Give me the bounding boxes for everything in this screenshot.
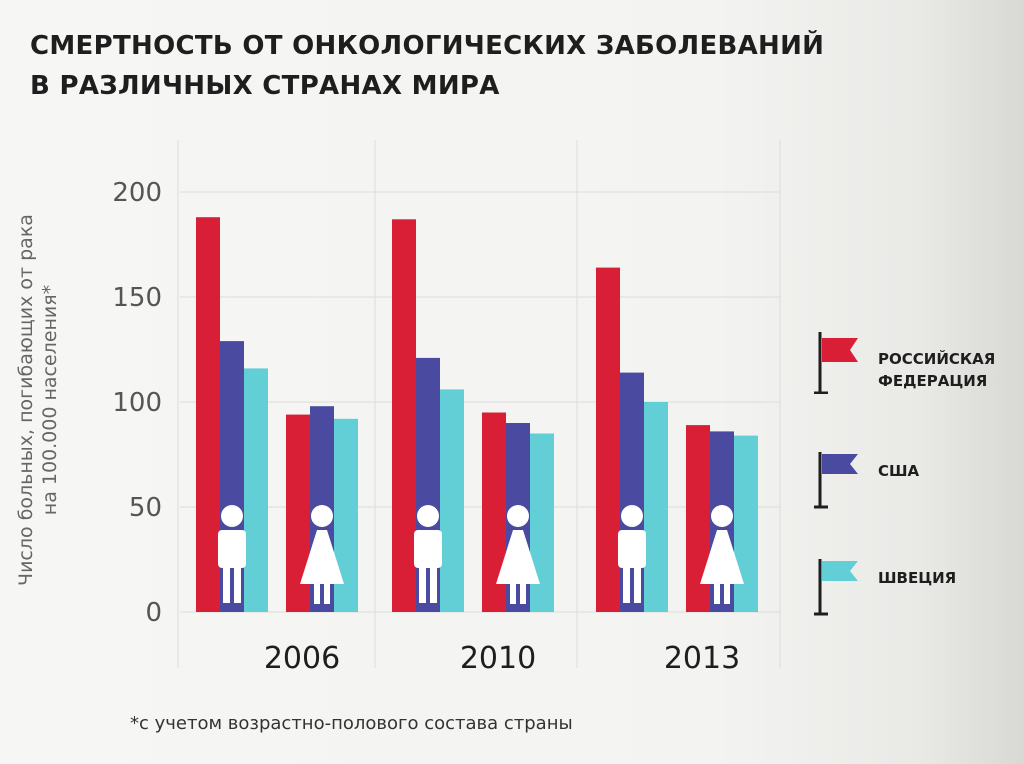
- male-figure-icon: [623, 566, 630, 603]
- y-tick-label: 100: [112, 388, 162, 418]
- bar: [440, 389, 464, 612]
- female-figure-icon: [711, 505, 733, 527]
- male-figure-icon: [234, 566, 241, 603]
- x-category-label: 2013: [664, 641, 740, 676]
- y-tick-label: 0: [145, 598, 162, 628]
- footnote: *с учетом возрастно-полового состава стр…: [130, 713, 573, 734]
- bar: [596, 267, 620, 612]
- title-line-1: СМЕРТНОСТЬ ОТ ОНКОЛОГИЧЕСКИХ ЗАБОЛЕВАНИЙ: [30, 31, 825, 61]
- y-tick-label: 50: [129, 493, 162, 523]
- male-figure-icon: [430, 566, 437, 603]
- female-figure-icon: [300, 530, 344, 584]
- female-figure-icon: [507, 505, 529, 527]
- title-line-2: В РАЗЛИЧНЫХ СТРАНАХ МИРА: [30, 71, 500, 101]
- bar: [530, 433, 554, 612]
- bar: [734, 435, 758, 612]
- flag-icon: [814, 452, 858, 509]
- legend-label: РОССИЙСКАЯ ФЕДЕРАЦИЯ: [878, 350, 996, 390]
- bar: [392, 219, 416, 613]
- male-figure-icon: [414, 530, 442, 568]
- y-tick-label: 150: [112, 283, 162, 313]
- x-category-label: 2006: [264, 641, 340, 676]
- legend: РОССИЙСКАЯ ФЕДЕРАЦИЯ США ШВЕЦИЯ: [812, 330, 1022, 630]
- flag-icon: [814, 559, 858, 616]
- legend-item-russia: РОССИЙСКАЯ ФЕДЕРАЦИЯ: [812, 330, 1022, 394]
- male-figure-icon: [223, 566, 230, 603]
- bar: [196, 217, 220, 612]
- female-figure-icon: [700, 530, 744, 584]
- bar: [244, 368, 268, 612]
- male-figure-icon: [634, 566, 641, 603]
- chart-title: СМЕРТНОСТЬ ОТ ОНКОЛОГИЧЕСКИХ ЗАБОЛЕВАНИЙ…: [30, 26, 980, 106]
- female-figure-icon: [324, 584, 330, 604]
- y-axis-label-line-2: на 100.000 населения*: [39, 284, 61, 516]
- male-figure-icon: [618, 530, 646, 568]
- y-axis-label: Число больных, погибающих от рака на 100…: [14, 140, 62, 660]
- female-figure-icon: [311, 505, 333, 527]
- legend-item-usa: США: [812, 450, 1022, 510]
- female-figure-icon: [714, 584, 720, 604]
- male-figure-icon: [417, 505, 439, 527]
- y-tick-label: 200: [112, 178, 162, 208]
- female-figure-icon: [510, 584, 516, 604]
- male-figure-icon: [419, 566, 426, 603]
- bar: [644, 402, 668, 612]
- female-figure-icon: [520, 584, 526, 604]
- male-figure-icon: [218, 530, 246, 568]
- x-category-label: 2010: [460, 641, 536, 676]
- female-figure-icon: [496, 530, 540, 584]
- legend-label: США: [878, 462, 920, 480]
- legend-item-sweden: ШВЕЦИЯ: [812, 557, 1022, 617]
- female-figure-icon: [724, 584, 730, 604]
- flag-icon: [814, 332, 858, 394]
- legend-label: ШВЕЦИЯ: [878, 569, 957, 587]
- male-figure-icon: [221, 505, 243, 527]
- female-figure-icon: [314, 584, 320, 604]
- male-figure-icon: [621, 505, 643, 527]
- y-axis-label-line-1: Число больных, погибающих от рака: [15, 214, 37, 586]
